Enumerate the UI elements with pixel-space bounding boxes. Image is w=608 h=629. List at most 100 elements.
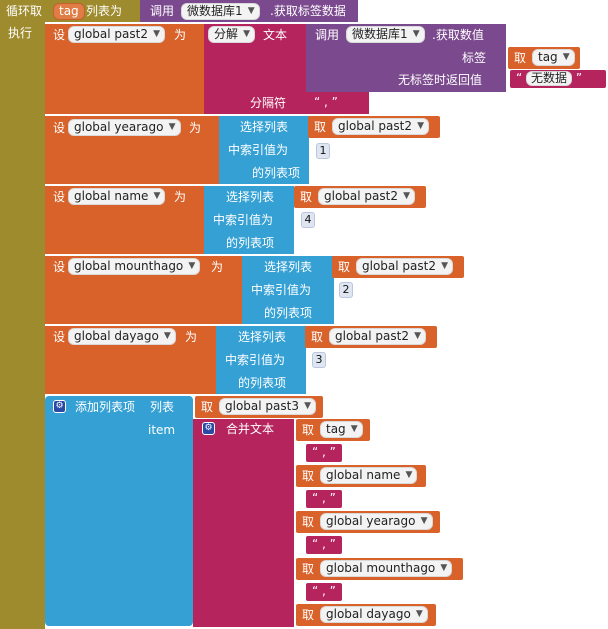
foreach-do-label: 执行 [8,26,33,40]
get-past3-block[interactable]: 取 global past3 ▼ [195,396,323,418]
var-dropdown[interactable]: global mounthago ▼ [320,560,453,577]
join-part-comma[interactable]: “ , ” [306,444,342,462]
component-dropdown[interactable]: 微数据库1 ▼ [181,3,260,20]
split-text-label: 文本 [263,28,288,42]
var-dropdown[interactable]: global past2 ▼ [332,118,429,135]
index-number[interactable]: 4 [301,212,315,228]
foreach-label: 循环取 [6,4,43,18]
var-dropdown[interactable]: global name ▼ [68,188,166,205]
var-dropdown[interactable]: global past2 ▼ [68,26,165,43]
foreach-list-label: 列表为 [86,4,123,18]
chevron-down-icon: ▼ [350,424,358,434]
set-label: 设 [53,121,66,135]
chevron-down-icon: ▼ [188,261,196,271]
get-label: 取 [514,51,527,65]
chevron-down-icon: ▼ [153,29,160,39]
mutator-gear-icon[interactable]: ⚙ [202,422,215,435]
select-list-block[interactable] [204,186,294,254]
var-dropdown[interactable]: tag ▼ [320,421,363,438]
get-list-block[interactable]: 取 global past2 ▼ [294,186,426,208]
split-mode-dropdown[interactable]: 分解 ▼ [208,26,256,43]
var-dropdown[interactable]: global past2 ▼ [329,328,426,345]
var-dropdown[interactable]: global past2 ▼ [318,188,415,205]
to-label: 为 [174,190,187,204]
chevron-down-icon: ▼ [441,261,448,271]
get-list-block[interactable]: 取 global past2 ▼ [332,256,464,278]
join-block[interactable] [193,419,294,627]
call-label: 调用 [150,4,175,18]
join-part-get-dayago[interactable]: 取 global dayago ▼ [296,604,436,626]
chevron-down-icon: ▼ [417,121,424,131]
var-dropdown[interactable]: global name ▼ [320,467,418,484]
var-dropdown[interactable]: global yearago ▼ [320,513,433,530]
join-part-get-mounthago[interactable]: 取 global mounthago ▼ [296,558,463,580]
chevron-down-icon: ▼ [403,191,410,201]
select-line1: 选择列表 [240,120,289,134]
get-tag-block[interactable]: 取 tag ▼ [508,47,580,69]
default-value-string[interactable]: “ 无数据 ” [510,70,606,88]
get-label: 取 [314,120,327,134]
var-dropdown[interactable]: global dayago ▼ [68,328,176,345]
set-label: 设 [53,190,66,204]
join-part-get-yearago[interactable]: 取 global yearago ▼ [296,511,440,533]
split-sep-row [204,92,369,114]
join-part-comma[interactable]: “ , ” [306,536,342,554]
get-value-label: .获取数值 [432,28,484,42]
set-label: 设 [53,260,66,274]
to-label: 为 [211,260,224,274]
set-label: 设 [53,28,66,42]
var-dropdown[interactable]: global dayago ▼ [320,606,428,623]
split-sep-label: 分隔符 [250,96,287,110]
index-number[interactable]: 3 [312,352,326,368]
var-dropdown[interactable]: global yearago ▼ [68,119,181,136]
get-label: 取 [201,400,214,414]
get-label: 取 [311,330,324,344]
get-label: 取 [302,469,315,483]
var-dropdown[interactable]: global past2 ▼ [356,258,453,275]
default-value-pill[interactable]: 无数据 [526,71,573,86]
index-number[interactable]: 1 [316,143,330,159]
index-number[interactable]: 2 [339,282,353,298]
var-dropdown[interactable]: tag ▼ [532,49,575,66]
set-label: 设 [53,330,66,344]
select-list-block[interactable] [242,256,334,324]
chevron-down-icon: ▼ [163,331,171,341]
item-label: item [148,423,176,437]
select-line2: 中索引值为 [225,353,286,367]
default-param-label: 无标签时返回值 [398,73,483,87]
foreach-block[interactable] [0,0,45,629]
mutator-gear-icon[interactable]: ⚙ [53,400,66,413]
var-dropdown[interactable]: global past3 ▼ [219,398,316,415]
to-label: 为 [185,330,198,344]
call-get-value-default-row [306,68,506,92]
join-part-comma[interactable]: “ , ” [306,490,342,508]
add-items-block[interactable] [45,396,193,626]
foreach-var-dropdown[interactable]: tag [53,3,85,20]
get-list-block[interactable]: 取 global past2 ▼ [308,116,440,138]
add-items-label: 添加列表项 [75,400,136,414]
get-label: 取 [302,423,315,437]
select-list-block[interactable] [219,116,309,184]
separator-string[interactable]: “ , ” [308,94,344,112]
select-line3: 的列表项 [238,376,287,390]
select-line3: 的列表项 [226,236,275,250]
get-label: 取 [302,608,315,622]
get-label: 取 [300,190,313,204]
join-part-get-name[interactable]: 取 global name ▼ [296,465,426,487]
select-line3: 的列表项 [252,166,301,180]
get-tags-label: .获取标签数据 [270,4,346,18]
select-line3: 的列表项 [264,306,313,320]
component-dropdown[interactable]: 微数据库1 ▼ [346,26,425,43]
call-label: 调用 [315,28,340,42]
select-list-block[interactable] [216,326,306,394]
select-line2: 中索引值为 [228,143,289,157]
var-dropdown[interactable]: global mounthago ▼ [68,258,201,275]
join-label: 合并文本 [226,422,275,436]
join-part-get-tag[interactable]: 取 tag ▼ [296,419,370,441]
get-list-block[interactable]: 取 global past2 ▼ [305,326,437,348]
select-line1: 选择列表 [226,190,275,204]
chevron-down-icon: ▼ [247,6,255,16]
join-part-comma[interactable]: “ , ” [306,583,342,601]
to-label: 为 [189,121,202,135]
chevron-down-icon: ▼ [414,331,421,341]
